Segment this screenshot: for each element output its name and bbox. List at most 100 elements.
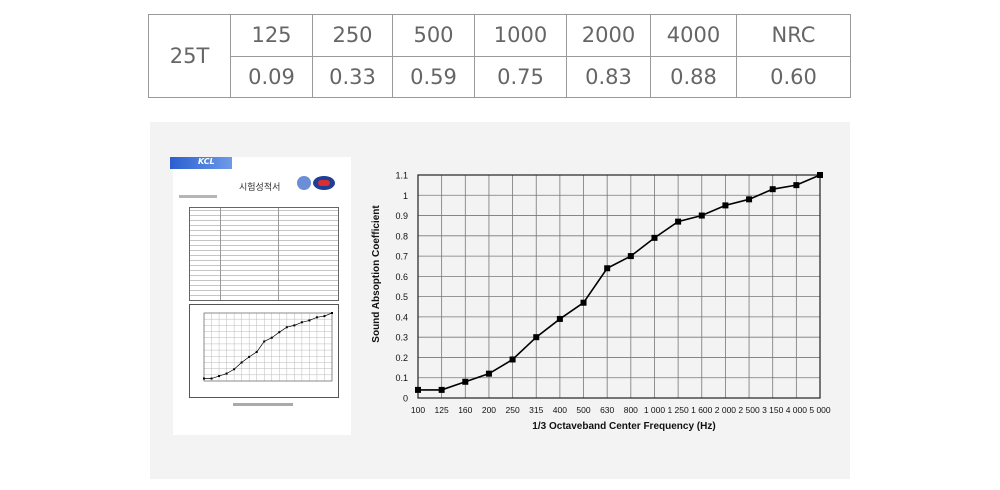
data-point xyxy=(580,299,587,306)
absorption-value: 0.83 xyxy=(566,55,651,98)
x-tick-label: 400 xyxy=(553,405,567,415)
mini-data-point xyxy=(203,377,205,380)
mini-data-point xyxy=(293,324,296,327)
x-tick-label: 4 000 xyxy=(786,405,808,415)
data-point xyxy=(485,370,492,377)
kcl-logo-text: KCL xyxy=(198,157,215,166)
data-point xyxy=(651,234,658,241)
y-tick-label: 0.2 xyxy=(395,353,408,363)
mini-data-point xyxy=(225,372,228,375)
table-row: 0.09 0.33 0.59 0.75 0.83 0.88 0.60 xyxy=(149,55,851,98)
mini-data-point xyxy=(308,319,311,322)
frequency-header: 250 xyxy=(312,14,393,57)
absorption-value: 0.75 xyxy=(474,55,567,98)
data-point xyxy=(675,218,682,225)
y-tick-label: 0.1 xyxy=(395,373,408,383)
data-point xyxy=(509,356,516,363)
x-tick-label: 1 250 xyxy=(667,405,689,415)
data-point xyxy=(698,212,705,219)
data-point xyxy=(793,182,800,189)
mini-data-point xyxy=(278,331,281,334)
mini-data-point xyxy=(263,340,266,343)
x-tick-label: 160 xyxy=(458,405,472,415)
mini-frame xyxy=(203,312,333,382)
y-tick-label: 0.6 xyxy=(395,272,408,282)
mini-data-point xyxy=(285,326,288,329)
x-tick-label: 100 xyxy=(411,405,425,415)
frequency-header: 4000 xyxy=(650,14,737,57)
mini-data-point xyxy=(331,312,333,314)
data-point xyxy=(556,315,563,322)
absorption-value: 0.59 xyxy=(392,55,475,98)
data-point xyxy=(817,172,823,178)
y-tick-label: 0.8 xyxy=(395,231,408,241)
report-footer-line xyxy=(233,403,293,406)
thickness-label: 25T xyxy=(148,14,231,98)
y-tick-label: 0.7 xyxy=(395,252,408,262)
x-tick-label: 800 xyxy=(624,405,638,415)
frequency-header: 125 xyxy=(230,14,313,57)
data-point xyxy=(415,386,421,393)
nrc-value: 0.60 xyxy=(736,55,851,98)
y-tick-label: 0 xyxy=(403,394,408,404)
x-tick-label: 1 000 xyxy=(644,405,666,415)
data-point xyxy=(533,334,540,341)
absorption-spec-table: 25T 125 250 500 1000 2000 4000 NRC 0.09 … xyxy=(148,14,851,98)
frequency-header: 1000 xyxy=(474,14,567,57)
mini-data-point xyxy=(300,321,303,324)
mini-data-point xyxy=(240,361,243,364)
x-tick-label: 2 000 xyxy=(715,405,737,415)
x-tick-label: 315 xyxy=(529,405,543,415)
mini-data-point xyxy=(255,350,258,353)
x-tick-label: 2 500 xyxy=(738,405,760,415)
mini-data-point xyxy=(315,316,318,319)
y-tick-label: 0.4 xyxy=(395,312,408,322)
data-point xyxy=(462,378,469,385)
x-tick-label: 1 600 xyxy=(691,405,713,415)
y-tick-label: 1 xyxy=(403,191,408,201)
absorption-value: 0.09 xyxy=(230,55,313,98)
y-axis-title: Sound Absoption Coefficient xyxy=(371,205,382,343)
mini-data-point xyxy=(218,375,221,378)
test-report-thumbnail: KCL 시험성적서 xyxy=(170,157,351,435)
test-report-panel: KCL 시험성적서 xyxy=(150,122,850,479)
data-point xyxy=(627,253,634,260)
y-tick-label: 0.5 xyxy=(395,292,408,302)
kcl-logo: KCL xyxy=(170,157,232,169)
x-tick-label: 500 xyxy=(576,405,590,415)
mini-data-point xyxy=(248,355,251,358)
mini-data-point xyxy=(270,336,273,339)
absorption-chart: Sound Absoption Coefficient 1/3 Octaveba… xyxy=(371,171,831,433)
y-tick-label: 0.3 xyxy=(395,333,408,343)
x-tick-label: 200 xyxy=(482,405,496,415)
report-mini-chart xyxy=(189,304,339,398)
x-tick-label: 5 000 xyxy=(809,405,831,415)
mini-data-point xyxy=(233,368,236,371)
frequency-header: 2000 xyxy=(566,14,651,57)
x-tick-label: 125 xyxy=(435,405,449,415)
mini-series-line xyxy=(204,312,333,379)
y-tick-label: 0.9 xyxy=(395,211,408,221)
frequency-header: 500 xyxy=(392,14,475,57)
table-row: 25T 125 250 500 1000 2000 4000 NRC xyxy=(148,14,851,98)
y-tick-label: 1.1 xyxy=(395,171,408,181)
x-tick-label: 250 xyxy=(505,405,519,415)
series-line xyxy=(418,174,821,391)
x-tick-label: 3 150 xyxy=(762,405,784,415)
report-title: 시험성적서 xyxy=(239,183,281,193)
data-point xyxy=(604,265,611,272)
accreditation-seal-icon xyxy=(313,176,335,190)
x-axis-title: 1/3 Octaveband Center Frequency (Hz) xyxy=(532,421,715,432)
data-point xyxy=(722,202,729,209)
absorption-value: 0.33 xyxy=(312,55,393,98)
mini-data-point xyxy=(323,315,326,318)
data-point xyxy=(769,186,776,193)
data-point xyxy=(438,386,445,393)
report-data-table xyxy=(189,207,339,301)
mini-data-point xyxy=(210,377,213,380)
mini-chart-svg xyxy=(203,312,333,382)
certification-seal-icon xyxy=(297,176,311,190)
report-meta-line xyxy=(179,195,217,198)
absorption-value: 0.88 xyxy=(650,55,737,98)
data-point xyxy=(746,196,753,203)
